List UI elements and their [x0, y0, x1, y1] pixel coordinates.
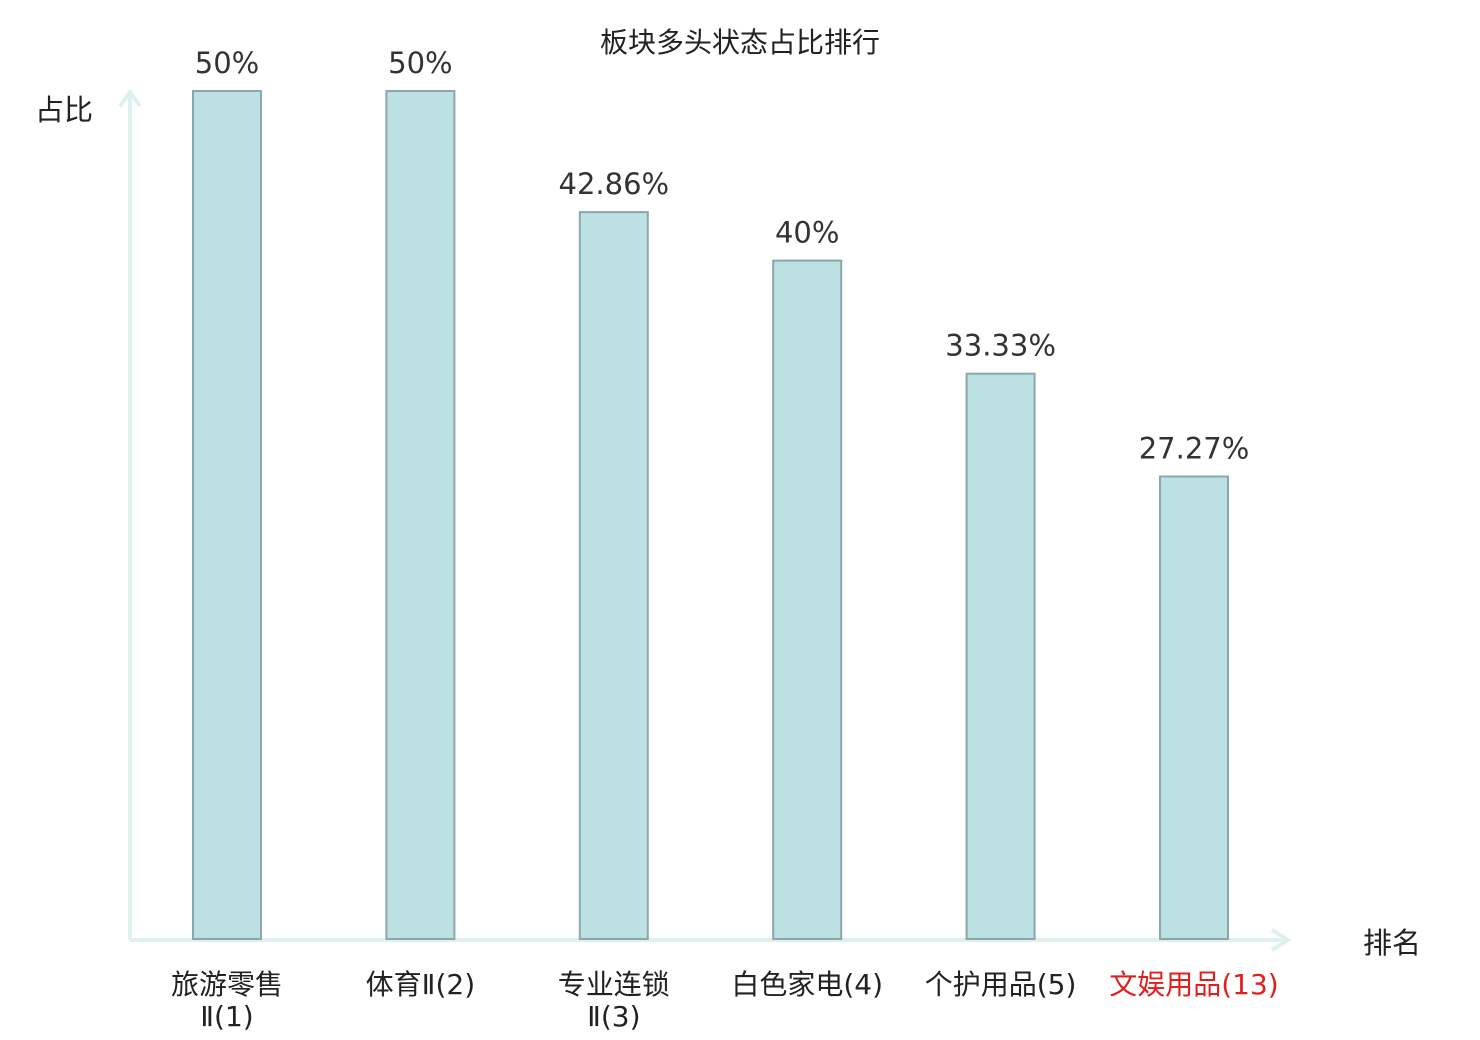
category-tick-label: 专业连锁 [558, 968, 670, 1001]
bar-value-label: 40% [775, 216, 839, 250]
x-axis-arrow [1270, 928, 1292, 952]
bar-value-label: 33.33% [945, 329, 1056, 363]
y-axis-arrow [118, 88, 142, 108]
bar-value-label: 50% [388, 46, 452, 80]
bar-value-label: 42.86% [559, 167, 670, 201]
category-tick-label: 旅游零售 [171, 968, 283, 1001]
bar-value-label: 27.27% [1139, 432, 1250, 466]
y-axis-label: 占比 [35, 93, 93, 127]
x-axis-label: 排名 [1363, 926, 1421, 960]
bar [385, 90, 456, 940]
bars [192, 90, 1229, 941]
category-tick-label: 文娱用品(13) [1109, 968, 1278, 1001]
axes [118, 88, 1292, 952]
bar-value-label: 50% [195, 46, 259, 80]
bar [965, 372, 1036, 940]
bar [772, 259, 843, 941]
category-tick-label: 体育Ⅱ(2) [366, 968, 475, 1001]
bar [578, 211, 649, 941]
value-labels: 50% 50% 42.86% 40% 33.33% 27.27% [195, 46, 1250, 466]
category-tick-label: Ⅱ(3) [587, 1000, 640, 1033]
category-tick-label: Ⅱ(1) [200, 1000, 253, 1033]
category-tick-label: 白色家电(4) [731, 968, 883, 1001]
chart-title: 板块多头状态占比排行 [600, 26, 880, 59]
bar [1159, 475, 1229, 940]
category-tick-label: 个护用品(5) [925, 968, 1077, 1001]
bar [192, 90, 262, 940]
